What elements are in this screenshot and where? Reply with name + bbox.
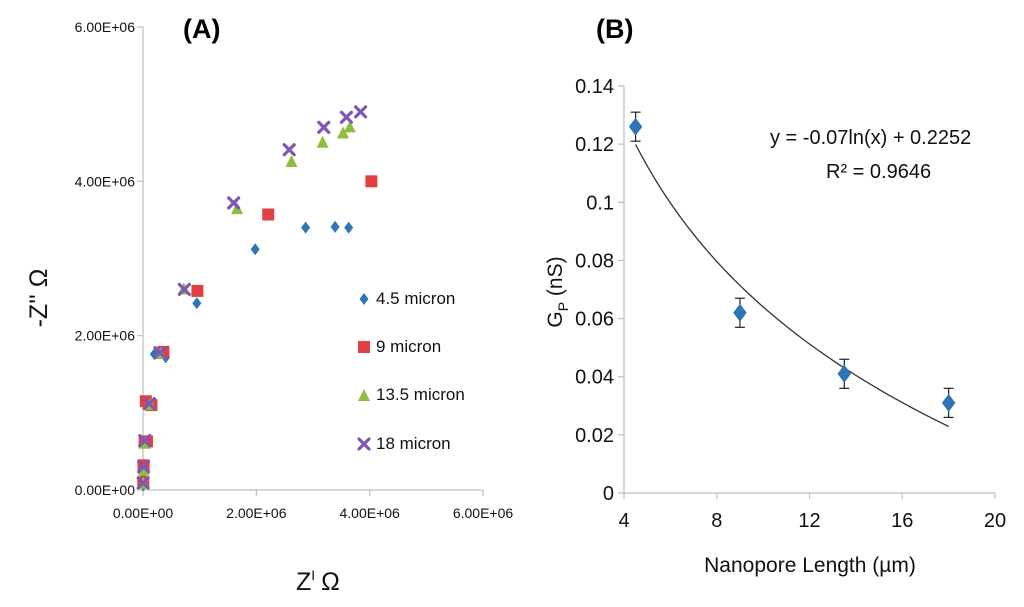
panel-b-y-title-base: G (544, 311, 567, 327)
panel-b-x-tick-label: 12 (798, 510, 820, 532)
point-18-micron (138, 434, 152, 448)
point-18-micron (354, 105, 368, 119)
point-18-micron (142, 396, 156, 411)
point-18-micron (339, 110, 354, 124)
panel-b-ticks: 4 8 12 16 20 0 0.02 0.04 0.06 0.08 0.1 0.12 0.14 (575, 76, 1006, 532)
panel-b-x-axis-title: Nanopore Length (µm) (704, 554, 916, 577)
point-18-micron (177, 282, 191, 296)
legend-label-18-micron: 18 micron (376, 434, 451, 453)
panel-a-x-axis-title: ZI Ω (296, 567, 340, 596)
legend-cross-marker (357, 437, 371, 451)
legend-label-9-micron: 9 micron (376, 337, 441, 356)
panel-b-y-tick-label: 0.1 (586, 192, 614, 214)
panel-a-y-axis-title: -Z'' Ω (25, 269, 53, 328)
point-4-5-micron (192, 297, 202, 310)
panel-b-y-tick-label: 0.04 (575, 367, 614, 389)
panel-b-data-point (941, 393, 956, 412)
legend-label-13-5-micron: 13.5 micron (376, 385, 465, 404)
point-13-5-micron (337, 126, 350, 139)
point-4-5-micron (330, 220, 340, 233)
legend-triangle-marker (358, 389, 370, 401)
panel-b-y-tick-label: 0.06 (575, 309, 614, 331)
panel-b-trendline (635, 144, 949, 428)
panel-a-x-title-unit: Ω (321, 568, 340, 596)
legend-diamond-marker (359, 293, 369, 305)
panel-b-label: (B) (596, 14, 633, 44)
panel-a-y-tick-label: 2.00E+06 (75, 328, 136, 344)
panel-a-y-tick-label: 6.00E+06 (75, 19, 136, 35)
point-9-micron (262, 208, 275, 221)
point-18-micron (317, 120, 331, 134)
panel-a-x-title-sup: I (311, 567, 315, 583)
panel-a-y-tick-label: 0.00E+00 (75, 482, 136, 498)
panel-a-points (136, 105, 378, 492)
panel-a-x-tick-label: 6.00E+06 (453, 505, 514, 521)
panel-b-x-tick-label: 16 (891, 510, 913, 532)
panel-a-x-title-base: Z (296, 568, 311, 596)
panel-a-ticks: 0.00E+00 2.00E+06 4.00E+06 6.00E+06 0.00E+00… (75, 19, 514, 521)
legend-marker-13-5-micron (358, 389, 370, 401)
chart-panel-b: (B) 4 8 12 16 20 0 0.02 0.04 0.06 0.08 0.1 0.12 0.14… (544, 14, 1006, 577)
panel-a-x-tick-label: 2.00E+06 (226, 505, 287, 521)
point-18-micron (136, 476, 150, 490)
point-18-micron (282, 143, 296, 157)
point-13-5-micron (343, 120, 356, 133)
panel-b-y-axis-title: GP (nS) (544, 256, 571, 327)
panel-a-label: (A) (183, 14, 220, 44)
legend-marker-4-5-micron (359, 293, 369, 305)
panel-a-legend: 4.5 micron 9 micron 13.5 micron 18 micro… (357, 289, 465, 453)
panel-b-data-point (733, 303, 747, 322)
panel-b-points (628, 111, 956, 419)
point-4-5-micron (250, 243, 260, 256)
legend-label-4-5-micron: 4.5 micron (376, 289, 455, 308)
panel-b-y-tick-label: 0.08 (575, 250, 614, 272)
point-4-5-micron (301, 221, 311, 234)
panel-b-x-tick-label: 20 (984, 510, 1006, 532)
chart-panel-a: (A) 0.00E+00 2.00E+06 4.00E+06 6.00E+060.00… (25, 14, 513, 596)
point-9-micron (365, 175, 378, 188)
panel-b-r-squared: R² = 0.9646 (826, 161, 931, 183)
panel-b-trend-equation: y = -0.07ln(x) + 0.2252 (770, 127, 971, 149)
panel-b-x-tick-label: 8 (711, 510, 722, 532)
legend-square-marker (358, 341, 370, 353)
point-13-5-micron (285, 155, 298, 168)
panel-b-x-tick-label: 4 (618, 510, 629, 532)
point-4-5-micron (344, 221, 354, 234)
panel-a-x-tick-label: 4.00E+06 (339, 505, 400, 521)
panel-b-y-tick-label: 0.12 (575, 134, 614, 156)
point-13-5-micron (137, 463, 150, 476)
point-18-micron (136, 460, 151, 474)
panel-b-y-tick-label: 0.02 (575, 425, 614, 447)
point-13-5-micron (316, 135, 329, 148)
legend-marker-18-micron (357, 437, 371, 451)
panel-b-y-title-sub: P (555, 302, 571, 311)
panel-a-x-tick-label: 0.00E+00 (113, 505, 174, 521)
panel-b-data-point (837, 364, 852, 383)
panel-b-y-tick-label: 0 (603, 483, 614, 505)
point-18-micron (227, 196, 241, 210)
point-18-micron (153, 346, 167, 360)
panel-a-y-tick-label: 4.00E+06 (75, 173, 136, 189)
point-9-micron (191, 284, 204, 297)
panel-b-y-title-unit: (nS) (544, 256, 567, 302)
legend-marker-9-micron (358, 341, 370, 353)
panel-b-data-point (628, 117, 643, 136)
panel-b-y-tick-label: 0.14 (575, 76, 614, 98)
